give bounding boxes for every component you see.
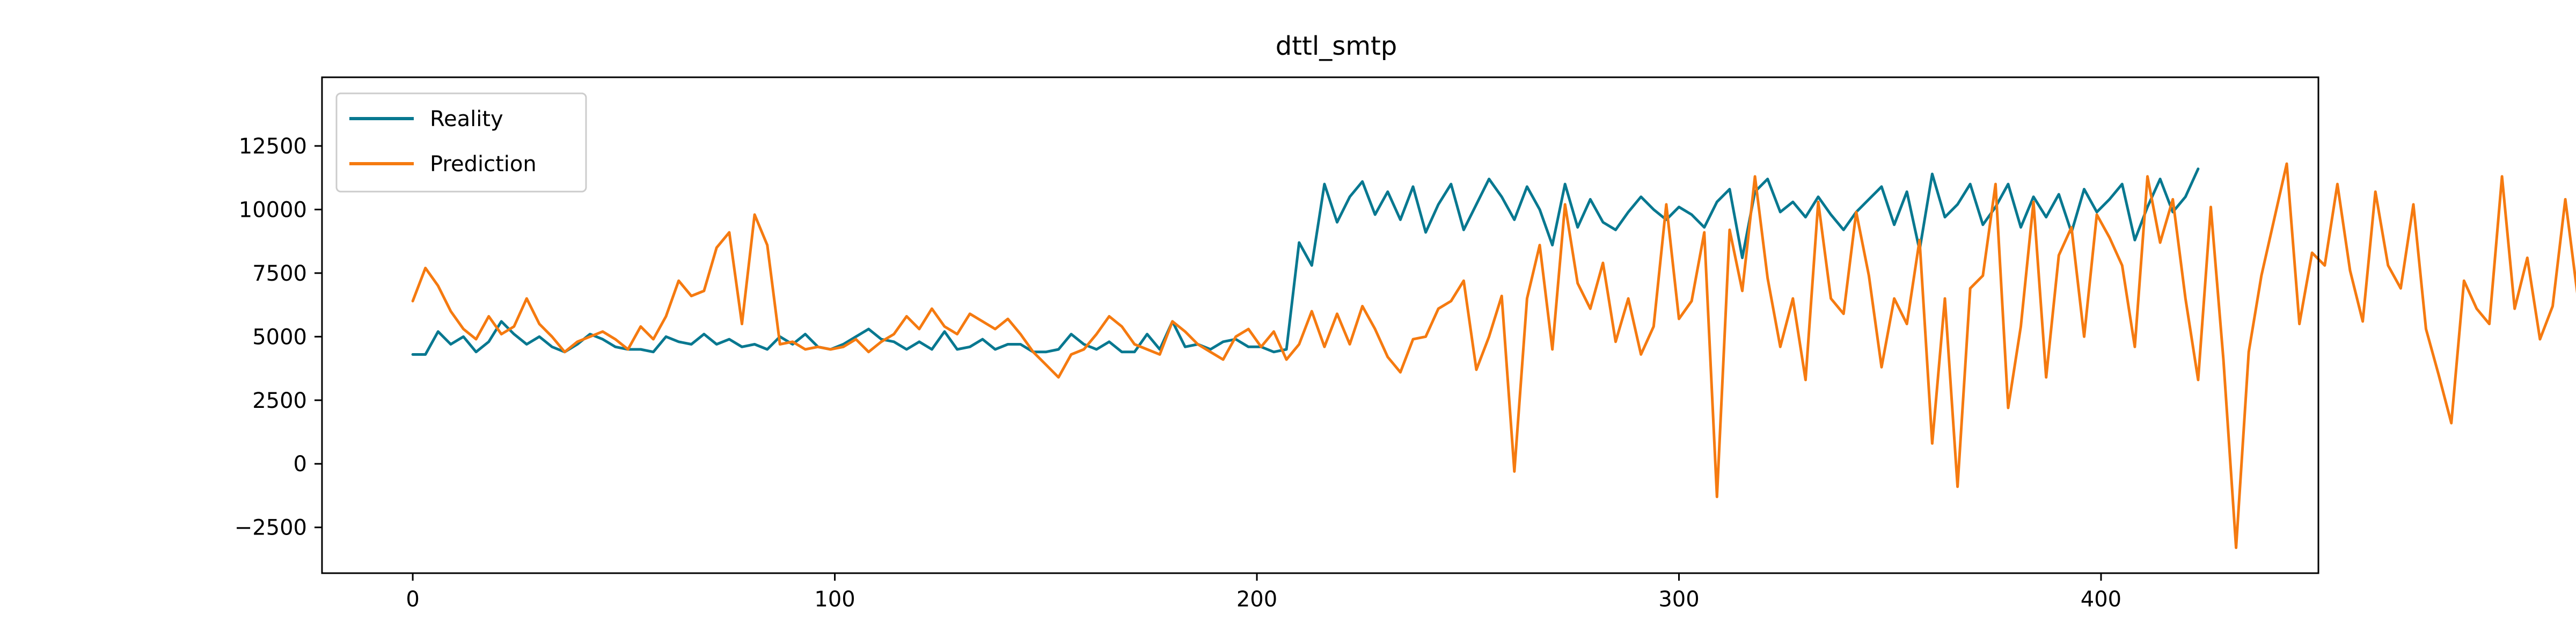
legend-label-reality: Reality (430, 107, 503, 131)
series-line-prediction (411, 162, 2576, 550)
y-tick-label: 7500 (252, 261, 307, 286)
y-tick-label: 0 (294, 452, 307, 477)
x-tick-label: 0 (406, 587, 419, 612)
series-layer (411, 162, 2576, 550)
y-axis: −2500 0 2500 5000 7500 10000 12500 (235, 134, 322, 540)
x-tick-label: 300 (1658, 587, 1699, 612)
x-tick-label: 200 (1236, 587, 1277, 612)
series-line-reality (411, 167, 2200, 356)
y-tick-label: 2500 (252, 389, 307, 413)
y-tick-label: −2500 (235, 516, 307, 540)
chart-title: dttl_smtp (1276, 31, 1397, 61)
axes-frame (321, 76, 2319, 574)
x-axis: 0 100 200 300 400 (406, 573, 2121, 612)
y-tick-label: 5000 (252, 325, 307, 349)
legend: Reality Prediction (335, 92, 587, 193)
x-tick-label: 400 (2081, 587, 2121, 612)
y-tick-label: 10000 (239, 197, 307, 222)
plot-area (321, 76, 2576, 574)
y-tick-label: 12500 (239, 134, 307, 159)
x-tick-label: 100 (814, 587, 855, 612)
legend-label-prediction: Prediction (430, 152, 537, 177)
